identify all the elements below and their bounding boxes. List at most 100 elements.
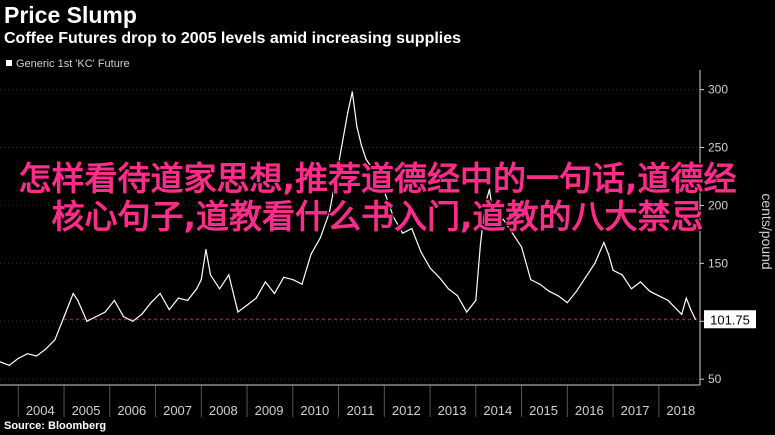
data-point xyxy=(63,316,65,318)
data-point xyxy=(187,299,189,301)
data-point xyxy=(502,218,504,220)
data-point xyxy=(228,274,230,276)
data-point xyxy=(219,288,221,290)
data-point xyxy=(681,313,683,315)
data-point xyxy=(511,232,513,234)
data-point xyxy=(557,295,559,297)
data-point xyxy=(8,364,10,366)
x-tick-label: 2017 xyxy=(621,403,650,418)
data-point xyxy=(205,248,207,251)
data-point xyxy=(649,290,651,292)
x-tick-label: 2005 xyxy=(72,403,101,418)
x-tick-label: 2013 xyxy=(438,403,467,418)
data-point xyxy=(168,309,170,311)
data-point xyxy=(26,353,29,355)
x-tick-label: 2010 xyxy=(300,403,329,418)
y-tick-label: 300 xyxy=(708,83,728,97)
data-point xyxy=(150,302,152,304)
data-point xyxy=(667,299,669,301)
last-value-label: 101.75 xyxy=(710,312,750,327)
data-point xyxy=(356,126,358,128)
data-point xyxy=(475,299,477,301)
last-value-tag xyxy=(704,310,756,329)
data-point xyxy=(237,311,239,313)
data-point xyxy=(319,237,321,239)
data-point xyxy=(86,320,88,322)
data-point xyxy=(141,313,143,315)
x-tick-label: 2011 xyxy=(347,403,375,418)
data-point xyxy=(310,253,312,255)
data-point xyxy=(365,158,367,160)
data-point xyxy=(132,320,134,322)
y-tick-label: 200 xyxy=(708,198,728,212)
y-axis-label: cents/pound xyxy=(759,193,775,269)
y-tick-label: 150 xyxy=(708,256,728,270)
data-point xyxy=(338,163,340,165)
data-point xyxy=(694,318,697,320)
data-point xyxy=(479,244,481,246)
data-point xyxy=(548,290,550,292)
data-point xyxy=(594,262,596,264)
data-point xyxy=(438,276,440,278)
data-point xyxy=(360,144,362,146)
data-point xyxy=(301,283,303,285)
data-point xyxy=(685,297,687,299)
data-point xyxy=(484,204,486,206)
data-point xyxy=(658,295,660,297)
data-point xyxy=(530,279,532,281)
x-tick-label: 2015 xyxy=(529,403,558,418)
data-point xyxy=(447,288,449,290)
overlay-headline: 怎样看待道家思想,推荐道德经中的一句话,道德经核心句子,道教看什么书入门,道教的… xyxy=(18,159,737,236)
data-point xyxy=(383,190,385,193)
data-point xyxy=(177,297,179,299)
data-point xyxy=(200,279,202,281)
data-point xyxy=(246,304,248,306)
data-point xyxy=(690,309,692,311)
data-point xyxy=(521,246,523,248)
x-tick-label: 2006 xyxy=(117,403,146,418)
data-point xyxy=(374,172,376,174)
data-point xyxy=(392,216,395,218)
data-point xyxy=(54,339,56,341)
data-point xyxy=(0,361,1,363)
data-point xyxy=(159,292,161,295)
data-point xyxy=(264,281,266,283)
data-point xyxy=(676,309,678,311)
data-point xyxy=(72,292,74,295)
data-point xyxy=(196,288,198,290)
legend-swatch xyxy=(6,60,12,66)
data-point xyxy=(466,311,468,313)
data-point xyxy=(379,181,381,183)
chart-source: Source: Bloomberg xyxy=(4,420,107,432)
data-point xyxy=(209,274,212,276)
data-point xyxy=(17,357,19,359)
x-tick-label: 2008 xyxy=(209,403,238,418)
y-tick-label: 250 xyxy=(708,141,728,155)
data-point xyxy=(456,295,459,297)
data-point xyxy=(402,232,404,234)
data-point xyxy=(585,276,587,278)
data-point xyxy=(104,311,106,313)
data-point xyxy=(95,316,97,318)
data-point xyxy=(45,348,47,350)
x-tick-label: 2016 xyxy=(575,403,604,418)
chart-title: Price Slump xyxy=(4,2,137,28)
data-point xyxy=(113,299,115,301)
x-tick-label: 2018 xyxy=(666,403,695,418)
data-point xyxy=(420,251,422,253)
x-tick-label: 2012 xyxy=(392,403,421,418)
data-point xyxy=(347,112,349,114)
data-point xyxy=(77,299,79,301)
data-point xyxy=(639,281,642,283)
chart-subtitle: Coffee Futures drop to 2005 levels amid … xyxy=(4,30,462,47)
data-point xyxy=(283,276,285,278)
y-tick-label: 50 xyxy=(708,372,722,386)
data-point xyxy=(429,267,431,269)
data-point xyxy=(575,290,578,292)
data-point xyxy=(607,253,610,255)
data-point xyxy=(621,274,623,276)
data-point xyxy=(488,188,491,190)
data-point xyxy=(292,279,294,281)
data-point xyxy=(328,211,330,213)
